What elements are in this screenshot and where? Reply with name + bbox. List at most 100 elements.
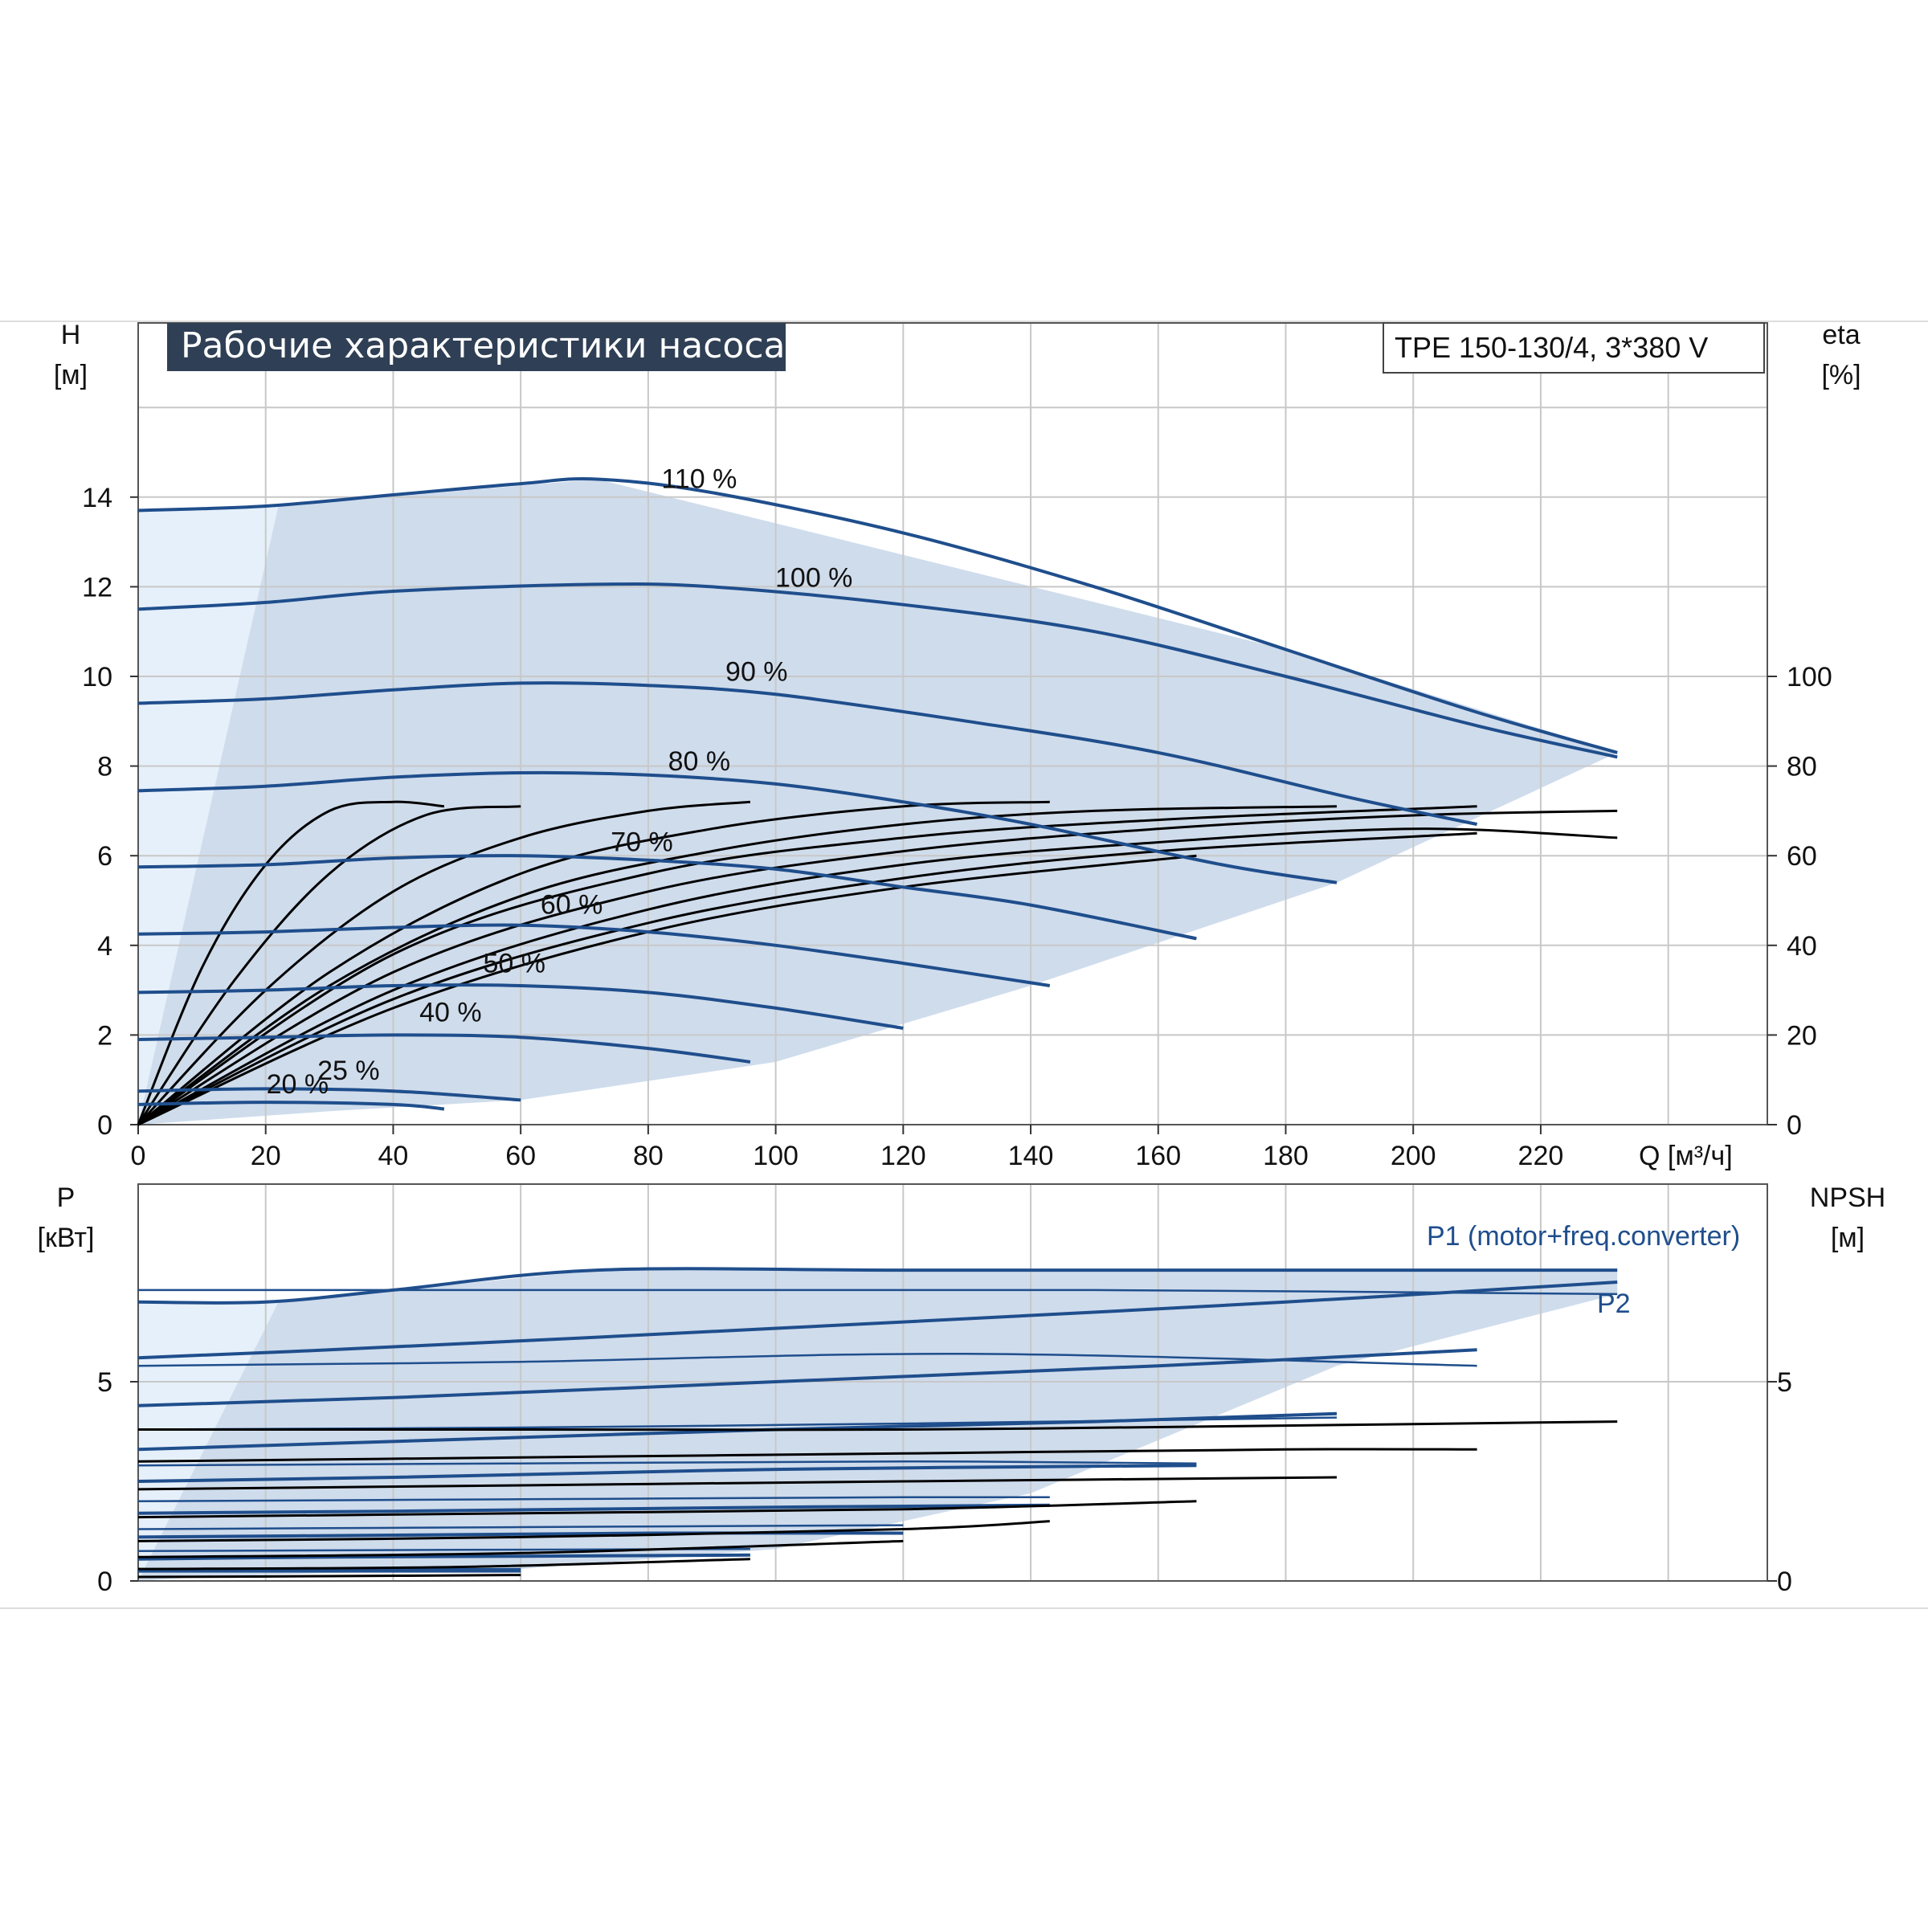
head-ytick-label: 8: [97, 752, 112, 782]
npsh-curve: [138, 1420, 1618, 1432]
head-curve: [137, 1101, 445, 1111]
eta-ytick-label: 40: [1787, 931, 1817, 962]
efficiency-curve: [137, 805, 521, 1125]
head-ytick-label: 6: [97, 841, 112, 872]
head-curve-label: 90 %: [725, 657, 788, 688]
xtick-label: 20: [251, 1141, 281, 1171]
head-ytick-label: 10: [82, 662, 112, 692]
xtick-label: 220: [1518, 1141, 1564, 1171]
npsh-ytick-label: 5: [1777, 1367, 1792, 1398]
npsh-ytick-label: 0: [1777, 1566, 1792, 1597]
power-left-wedge: [138, 1301, 279, 1581]
p1-curve: [137, 1281, 1618, 1360]
head-curve: [137, 582, 1618, 759]
p2-curve: [137, 1524, 904, 1530]
xtick-label: 160: [1135, 1141, 1181, 1171]
head-curve: [137, 1087, 521, 1102]
head-envelope-fill: [138, 479, 1618, 1125]
head-curve-label: 70 %: [611, 827, 673, 858]
p1-curve: [137, 1503, 1050, 1515]
efficiency-curve: [137, 800, 1050, 1126]
p1-curve: [137, 1464, 1197, 1483]
power-axis-label: P: [57, 1182, 76, 1213]
power-ytick-label: 0: [97, 1566, 112, 1597]
curves-layer: [137, 477, 1618, 1579]
xtick-label: 60: [505, 1141, 536, 1171]
npsh-curve: [137, 1539, 904, 1558]
p2-label: P2: [1597, 1289, 1631, 1319]
head-curve-label: 25 %: [317, 1056, 380, 1086]
head-ytick-label: 14: [82, 483, 112, 513]
head-curve: [137, 770, 1338, 884]
p2-curve: [137, 1352, 1477, 1367]
title-box: [167, 323, 786, 371]
head-plot-frame: [137, 322, 1768, 1125]
xtick-label: 0: [131, 1141, 146, 1171]
npsh-curve: [137, 1574, 521, 1579]
head-curve: [137, 983, 904, 1030]
npsh-curve: [137, 1520, 1050, 1542]
npsh-curve: [137, 1500, 1197, 1519]
xtick-label: 200: [1391, 1141, 1436, 1171]
efficiency-curve: [137, 800, 445, 1125]
fill-layer: [138, 479, 1618, 1581]
npsh-axis-unit: [м]: [1831, 1223, 1865, 1253]
eta-axis-unit: [%]: [1821, 360, 1861, 390]
head-curve: [137, 477, 1618, 754]
model-box: [1383, 322, 1765, 374]
xtick-label: 100: [753, 1141, 799, 1171]
head-ytick-label: 2: [97, 1020, 112, 1051]
efficiency-curve: [137, 831, 1477, 1126]
head-curve-label: 100 %: [775, 562, 852, 593]
p2-curve: [138, 1289, 1618, 1296]
p1-label: P1 (motor+freq.converter): [1427, 1221, 1740, 1252]
head-curve-label: 80 %: [668, 746, 731, 777]
p1-curve: [137, 1553, 750, 1561]
efficiency-curve: [137, 805, 1477, 1126]
head-curve-label: 40 %: [419, 998, 482, 1028]
eta-ytick-label: 0: [1787, 1110, 1802, 1141]
p1-curve: [137, 1531, 904, 1539]
head-curve-label: 50 %: [483, 948, 545, 978]
head-curve: [137, 923, 1051, 987]
model-label: TPE 150-130/4, 3*380 V: [1395, 331, 1708, 364]
npsh-axis-label: NPSH: [1810, 1182, 1885, 1213]
head-left-wedge: [138, 505, 279, 1125]
npsh-curve: [137, 1448, 1477, 1463]
xtick-label: 180: [1263, 1141, 1309, 1171]
head-ytick-label: 4: [97, 931, 112, 962]
head-axis-label: H: [61, 320, 81, 350]
p2-curve: [137, 1460, 1197, 1467]
efficiency-curve: [137, 827, 1618, 1126]
flow-axis-label: Q [м³/ч]: [1639, 1141, 1733, 1171]
efficiency-curve: [137, 800, 751, 1126]
head-axis-unit: [м]: [54, 360, 88, 390]
npsh-curve: [137, 1558, 750, 1571]
p1-curve: [137, 1267, 1618, 1305]
head-curve-label: 60 %: [541, 890, 603, 921]
head-curve-label: 20 %: [267, 1069, 329, 1100]
eta-ytick-label: 60: [1787, 841, 1817, 872]
eta-axis-label: eta: [1822, 320, 1860, 350]
xtick-label: 120: [880, 1141, 926, 1171]
chart-title: Рабочие характеристики насоса: [181, 325, 785, 366]
head-ytick-label: 12: [82, 572, 112, 602]
p2-curve: [137, 1496, 1050, 1503]
power-axis-unit: [кВт]: [38, 1223, 95, 1253]
head-ytick-label: 0: [97, 1110, 112, 1141]
eta-ytick-label: 100: [1787, 662, 1832, 692]
power-ytick-label: 5: [97, 1367, 112, 1398]
xtick-label: 40: [378, 1141, 409, 1171]
head-curve: [137, 681, 1478, 827]
xtick-label: 140: [1008, 1141, 1054, 1171]
head-curve-label: 110 %: [661, 464, 737, 495]
head-curve: [137, 1033, 751, 1064]
eta-ytick-label: 20: [1787, 1020, 1817, 1051]
head-curve: [137, 854, 1197, 941]
xtick-label: 80: [633, 1141, 664, 1171]
eta-ytick-label: 80: [1787, 752, 1817, 782]
efficiency-curve: [137, 809, 1618, 1126]
